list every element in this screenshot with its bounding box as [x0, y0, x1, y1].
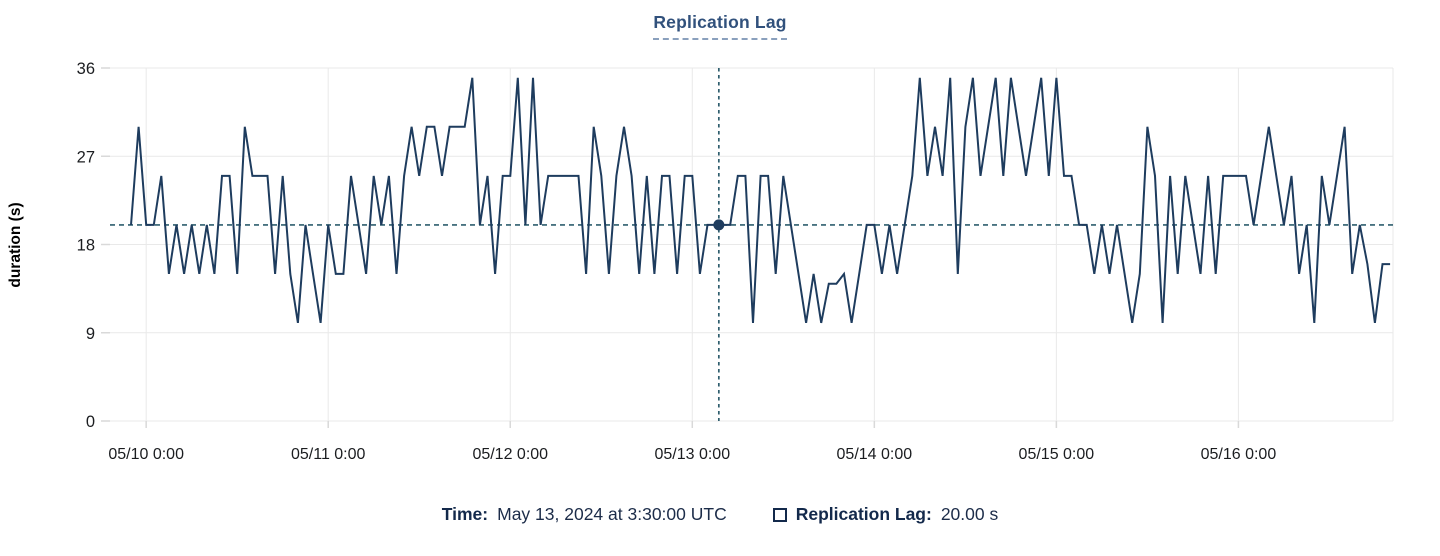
x-tick-label: 05/10 0:00: [108, 446, 184, 463]
y-tick-label: 0: [86, 413, 95, 431]
legend-time-label: Time:: [441, 504, 489, 524]
y-tick-label: 9: [86, 325, 95, 343]
legend-series-item: Replication Lag: 20.00 s: [772, 504, 999, 525]
legend-time-value: May 13, 2024 at 3:30:00 UTC: [497, 504, 727, 524]
crosshair-dot: [713, 219, 725, 231]
y-axis-label: duration (s): [7, 202, 24, 287]
x-tick-label: 05/16 0:00: [1201, 446, 1277, 463]
legend-series-label: Replication Lag:: [795, 504, 932, 524]
series-checkbox-icon[interactable]: [772, 507, 787, 522]
chart-title[interactable]: Replication Lag: [653, 12, 787, 40]
x-tick-label: 05/15 0:00: [1019, 446, 1095, 463]
y-tick-label: 27: [77, 148, 95, 166]
legend-time-item: Time: May 13, 2024 at 3:30:00 UTC: [442, 504, 727, 525]
x-tick-label: 05/12 0:00: [472, 446, 548, 463]
chart-title-wrap: Replication Lag: [0, 12, 1440, 40]
chart-canvas[interactable]: duration (s) 36 27 18 9 0 05/10 0:00 05/11 0:0…: [0, 0, 1440, 470]
y-tick-label: 36: [77, 60, 95, 78]
y-tick-label: 18: [77, 237, 95, 255]
x-tick-label: 05/11 0:00: [291, 446, 366, 463]
x-tick-label: 05/14 0:00: [837, 446, 913, 463]
legend-series-value: 20.00 s: [940, 504, 999, 524]
series-line-replication-lag: [130, 77, 1391, 324]
chart-legend: Time: May 13, 2024 at 3:30:00 UTC Replic…: [0, 504, 1440, 525]
x-tick-label: 05/13 0:00: [654, 446, 730, 463]
